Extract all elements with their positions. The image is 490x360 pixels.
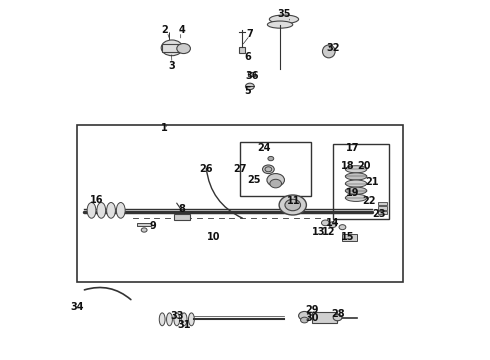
Ellipse shape — [345, 166, 367, 173]
Text: 1: 1 — [161, 123, 168, 133]
Bar — [333, 144, 389, 219]
Bar — [77, 125, 403, 282]
Text: 35: 35 — [277, 9, 291, 19]
Text: 21: 21 — [365, 177, 378, 187]
Circle shape — [270, 179, 282, 188]
Circle shape — [333, 314, 342, 321]
Text: 4: 4 — [178, 25, 185, 35]
Bar — [239, 47, 245, 53]
Ellipse shape — [167, 313, 172, 326]
Ellipse shape — [159, 313, 165, 326]
Ellipse shape — [345, 194, 367, 202]
Ellipse shape — [322, 45, 335, 58]
Text: 24: 24 — [258, 143, 271, 153]
Text: 16: 16 — [90, 195, 103, 204]
Text: 34: 34 — [70, 302, 84, 312]
Text: 19: 19 — [345, 188, 359, 198]
Text: 8: 8 — [178, 203, 185, 213]
Bar — [343, 234, 357, 241]
Ellipse shape — [87, 203, 96, 218]
Text: 31: 31 — [177, 320, 191, 330]
Text: 12: 12 — [322, 227, 336, 237]
Text: 36: 36 — [245, 71, 259, 81]
Circle shape — [329, 222, 337, 228]
Bar — [377, 206, 387, 210]
Ellipse shape — [345, 180, 367, 187]
Text: 27: 27 — [233, 164, 247, 174]
Ellipse shape — [116, 203, 125, 218]
Text: 28: 28 — [331, 309, 344, 319]
Circle shape — [300, 317, 308, 323]
Bar — [174, 214, 190, 220]
Circle shape — [321, 220, 329, 226]
Circle shape — [279, 195, 306, 215]
Circle shape — [265, 167, 272, 172]
Text: 25: 25 — [247, 175, 261, 185]
Circle shape — [285, 199, 300, 211]
Bar — [162, 44, 182, 52]
Text: 23: 23 — [372, 209, 386, 219]
Text: 14: 14 — [326, 218, 340, 228]
Circle shape — [177, 44, 191, 54]
Circle shape — [339, 225, 346, 230]
Bar — [312, 312, 337, 323]
Circle shape — [298, 311, 310, 320]
Text: 7: 7 — [246, 28, 253, 39]
Ellipse shape — [189, 313, 195, 326]
Bar — [377, 202, 387, 205]
Circle shape — [161, 40, 183, 56]
Text: 2: 2 — [161, 25, 168, 35]
Ellipse shape — [107, 203, 116, 218]
Text: 30: 30 — [305, 312, 319, 323]
Text: 13: 13 — [312, 227, 326, 237]
Text: 11: 11 — [287, 197, 300, 206]
Ellipse shape — [181, 313, 187, 326]
Circle shape — [245, 83, 254, 90]
Text: 15: 15 — [341, 232, 354, 242]
Text: 33: 33 — [170, 311, 184, 321]
Bar — [248, 72, 255, 76]
Bar — [377, 211, 387, 214]
Ellipse shape — [174, 313, 180, 326]
Circle shape — [141, 228, 147, 232]
Circle shape — [263, 165, 274, 174]
Ellipse shape — [97, 203, 106, 218]
Text: 29: 29 — [305, 305, 319, 315]
Text: 5: 5 — [244, 86, 251, 96]
Text: 6: 6 — [244, 52, 251, 62]
Ellipse shape — [345, 173, 367, 180]
Text: 10: 10 — [207, 232, 220, 242]
Text: 18: 18 — [341, 161, 354, 171]
Text: 17: 17 — [345, 143, 359, 153]
Text: 3: 3 — [169, 61, 175, 71]
Bar — [240, 143, 311, 196]
Ellipse shape — [268, 21, 293, 28]
Text: 22: 22 — [363, 197, 376, 206]
Text: 20: 20 — [358, 161, 371, 171]
Bar — [137, 223, 151, 226]
Ellipse shape — [270, 15, 298, 23]
Ellipse shape — [345, 187, 367, 194]
Circle shape — [267, 174, 285, 186]
Text: 9: 9 — [149, 221, 156, 231]
Text: 26: 26 — [199, 164, 213, 174]
Text: 32: 32 — [326, 43, 340, 53]
Circle shape — [268, 157, 274, 161]
